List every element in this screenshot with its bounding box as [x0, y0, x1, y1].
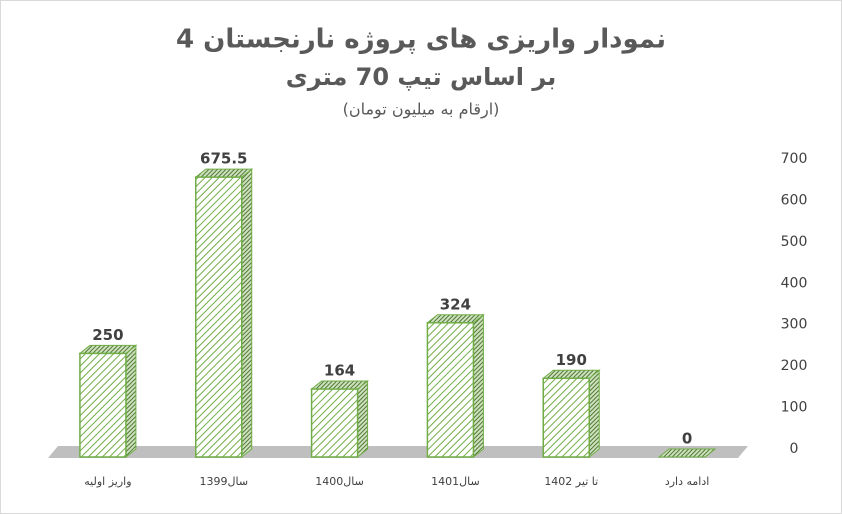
- bar: [195, 176, 243, 458]
- bar: [426, 322, 475, 458]
- chart-title: نمودار واریزی های پروژه نارنجستان 4: [176, 25, 666, 55]
- chart-subtitle: بر اساس تیپ 70 متری: [286, 63, 557, 91]
- bar-top: [425, 314, 485, 324]
- bar-top: [78, 344, 138, 354]
- bar-top: [194, 168, 254, 178]
- data-label: 324: [440, 295, 471, 313]
- y-tick-label: 400: [781, 275, 808, 291]
- y-tick-label: 0: [790, 441, 799, 457]
- bar-side: [588, 369, 600, 459]
- x-tick-label: ادامه دارد: [665, 475, 709, 488]
- bar-top: [310, 380, 370, 390]
- bar-top: [541, 369, 601, 379]
- y-tick-label: 600: [781, 192, 808, 208]
- data-label: 0: [682, 430, 692, 448]
- y-tick-label: 100: [781, 400, 808, 416]
- data-label: 190: [556, 351, 587, 369]
- data-label: 675.5: [200, 150, 247, 168]
- bar-side: [357, 380, 369, 459]
- x-tick-label: واریز اولیه: [84, 475, 131, 488]
- x-tick-label: سال1401: [431, 475, 480, 488]
- bar: [79, 352, 127, 458]
- bar: [542, 377, 590, 458]
- x-tick-label: سال1400: [315, 475, 364, 488]
- y-tick-label: 700: [781, 151, 808, 167]
- data-label: 250: [92, 326, 123, 344]
- y-tick-label: 500: [781, 234, 808, 250]
- bar: [310, 388, 359, 458]
- x-tick-label: تا تیر 1402: [544, 475, 598, 488]
- x-tick-label: سال1399: [199, 475, 248, 488]
- bar-side: [241, 168, 253, 459]
- floor: [48, 446, 748, 458]
- y-tick-label: 200: [781, 358, 808, 374]
- data-label: 164: [324, 362, 355, 380]
- bar-side: [125, 344, 137, 459]
- y-tick-label: 300: [781, 317, 808, 333]
- bar-top: [657, 448, 717, 458]
- bar-side: [472, 313, 484, 459]
- chart-note: (ارقام به میلیون تومان): [343, 100, 500, 120]
